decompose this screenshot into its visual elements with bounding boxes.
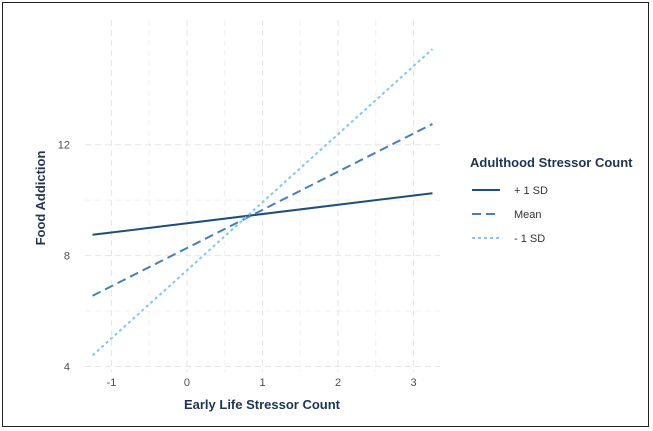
x-tick-label: 2 — [335, 377, 341, 389]
y-tick-label: 8 — [64, 251, 70, 263]
legend-title: Adulthood Stressor Count — [470, 155, 633, 170]
grid — [85, 20, 440, 372]
series-line — [92, 192, 433, 236]
chart-frame — [2, 2, 649, 427]
series-line — [91, 48, 434, 357]
legend-label: Mean — [514, 209, 542, 221]
legend-items: + 1 SD Mean - 1 SD — [472, 185, 548, 245]
x-tick-label: 1 — [259, 377, 265, 389]
y-axis-title: Food Addiction — [33, 151, 48, 246]
series-line — [92, 123, 433, 297]
legend: Adulthood Stressor Count + 1 SD Mean - 1 S… — [470, 155, 633, 245]
x-tick-label: -1 — [107, 377, 117, 389]
x-tick-label: 3 — [411, 377, 417, 389]
x-axis-title: Early Life Stressor Count — [184, 397, 341, 412]
legend-label: - 1 SD — [514, 233, 545, 245]
legend-label: + 1 SD — [514, 185, 548, 197]
y-tick-label: 4 — [64, 361, 70, 373]
series-lines — [91, 48, 434, 357]
y-tick-label: 12 — [58, 140, 70, 152]
x-tick-label: 0 — [184, 377, 190, 389]
